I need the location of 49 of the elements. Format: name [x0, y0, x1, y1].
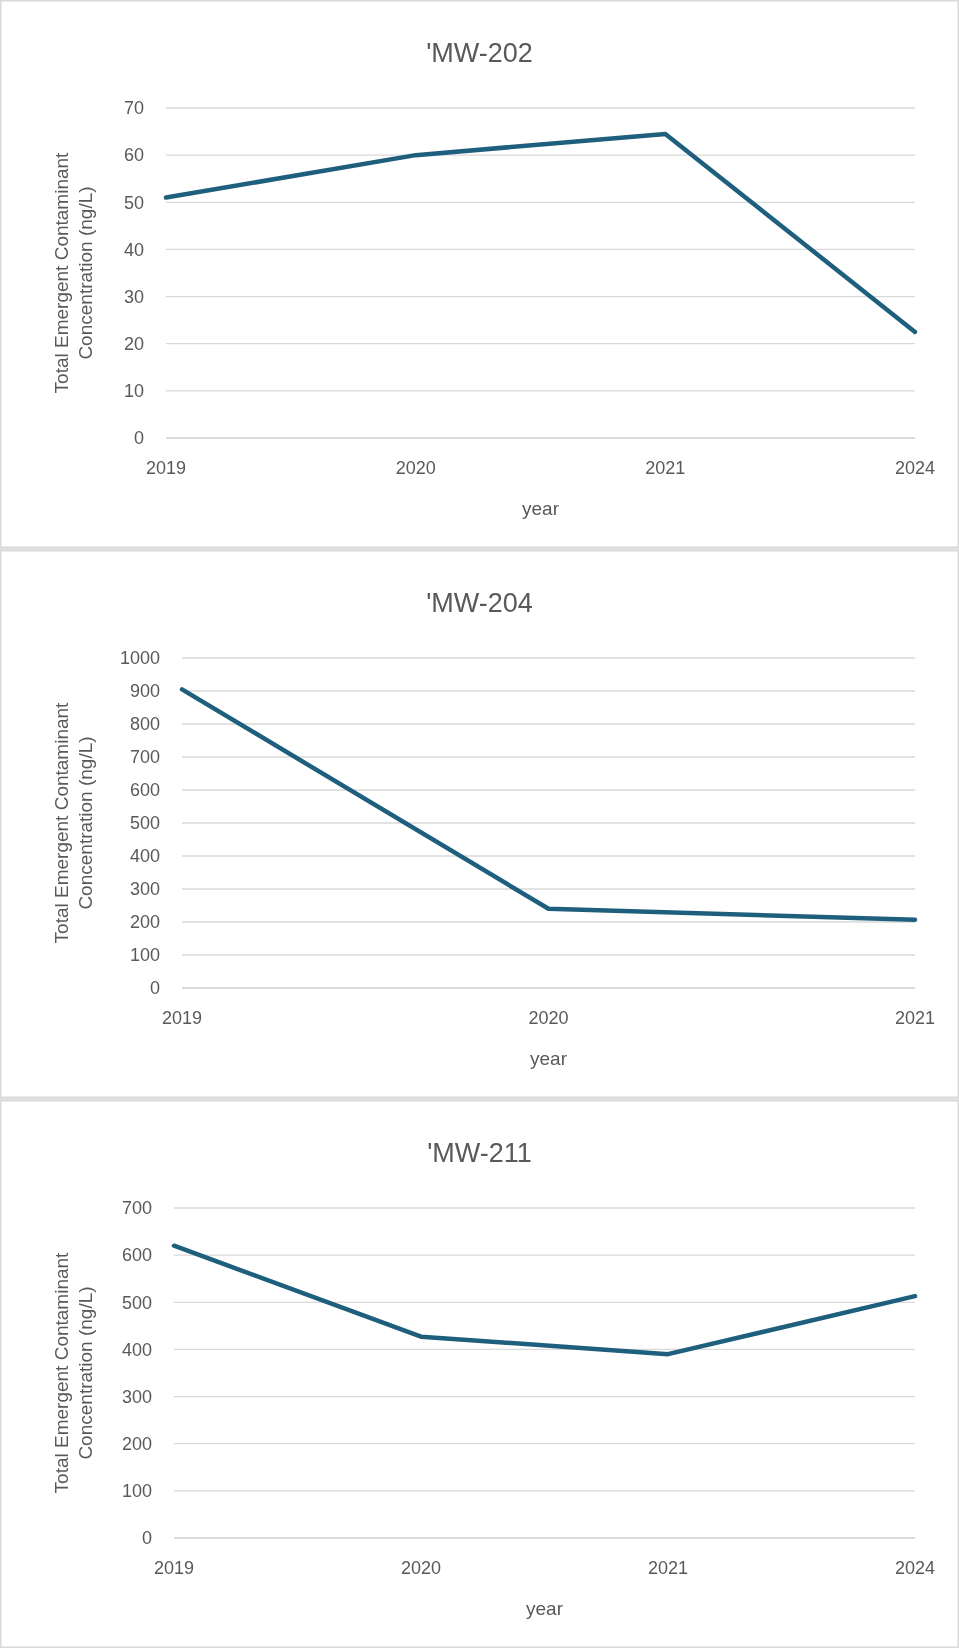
y-tick-label: 20 — [123, 334, 144, 355]
x-tick-label: 2024 — [894, 458, 936, 478]
chart-title: 'MW-202 — [426, 38, 533, 68]
y-tick-label: 10 — [123, 381, 144, 402]
y-tick-label: 200 — [129, 912, 160, 933]
x-axis-title: year — [530, 1048, 568, 1069]
y-tick-label: 400 — [129, 846, 160, 867]
y-tick-label: 1000 — [119, 648, 160, 669]
y-tick-label: 300 — [129, 879, 160, 900]
y-tick-label: 600 — [129, 780, 160, 801]
x-tick-label: 2019 — [153, 1558, 195, 1578]
x-tick-label: 2019 — [161, 1008, 203, 1028]
y-tick-label: 500 — [121, 1292, 152, 1313]
x-axis-title: year — [526, 1598, 564, 1619]
y-tick-label: 60 — [123, 145, 144, 166]
y-axis-title: Total Emergent Contaminant Concentration (ng/L) — [51, 701, 96, 944]
y-tick-label: 0 — [141, 1528, 152, 1549]
y-tick-label: 500 — [129, 813, 160, 834]
y-tick-label: 200 — [121, 1434, 152, 1455]
line-series — [171, 1243, 918, 1357]
chart-title: 'MW-204 — [426, 588, 533, 618]
y-tick-label: 40 — [123, 239, 144, 260]
y-tick-label: 70 — [123, 98, 144, 119]
x-tick-label: 2024 — [894, 1558, 936, 1578]
y-tick-label: 100 — [129, 945, 160, 966]
chart-title: 'MW-211 — [427, 1138, 532, 1168]
y-tick-label: 50 — [123, 192, 144, 213]
y-tick-label: 100 — [121, 1481, 152, 1502]
y-tick-label: 800 — [129, 714, 160, 735]
x-tick-label: 2020 — [400, 1558, 442, 1578]
y-axis-title: Total Emergent Contaminant Concentration (ng/L) — [51, 151, 96, 394]
y-tick-label: 0 — [133, 428, 144, 449]
x-tick-label: 2020 — [528, 1008, 569, 1028]
y-axis-title: Total Emergent Contaminant Concentration (ng/L) — [51, 1251, 96, 1494]
x-tick-label: 2021 — [645, 458, 686, 478]
line-series — [163, 131, 918, 335]
y-tick-label: 600 — [121, 1245, 152, 1266]
x-axis-title: year — [522, 498, 560, 519]
x-tick-label: 2021 — [894, 1008, 936, 1028]
y-tick-label: 400 — [121, 1339, 152, 1360]
y-tick-label: 0 — [149, 978, 160, 999]
y-tick-label: 700 — [129, 747, 160, 768]
x-tick-label: 2020 — [395, 458, 436, 478]
x-tick-label: 2021 — [647, 1558, 689, 1578]
y-tick-label: 30 — [123, 286, 144, 307]
y-tick-label: 700 — [121, 1198, 152, 1219]
y-tick-label: 900 — [129, 681, 160, 702]
y-tick-label: 300 — [121, 1386, 152, 1407]
x-tick-label: 2019 — [145, 458, 187, 478]
